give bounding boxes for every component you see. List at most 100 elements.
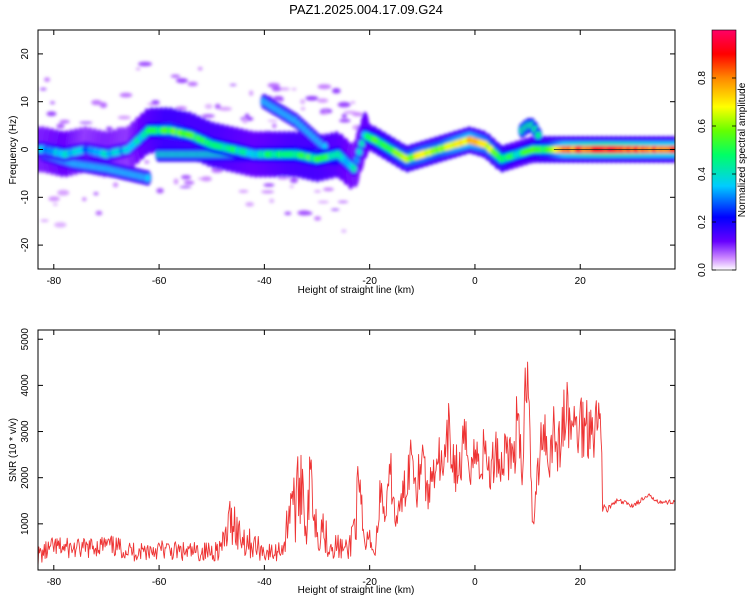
heatmap-cell — [44, 77, 51, 82]
colorbar-tick-label: 0.0 — [697, 263, 708, 277]
heatmap-cell — [112, 182, 119, 188]
heatmap-cell — [151, 100, 160, 105]
heatmap-cell — [138, 61, 152, 67]
snr-line — [37, 361, 675, 567]
heatmap-cell — [337, 200, 349, 204]
spectrogram-y-tick-label: 0 — [20, 146, 31, 152]
colorbar-label: Normalized spectral amplitude — [737, 82, 748, 217]
heatmap-cell — [317, 98, 329, 103]
heatmap-cell — [269, 198, 275, 204]
colorbar-tick-label: 0.6 — [697, 119, 708, 133]
heatmap-cell — [144, 160, 150, 164]
heatmap-cell — [218, 106, 232, 111]
heatmap-cell — [56, 123, 65, 129]
snr-x-axis: -80 -60 -40 -20 0 20 — [47, 330, 586, 588]
heatmap-cell — [197, 66, 203, 71]
heatmap-cell — [300, 107, 306, 111]
heatmap-cell — [317, 200, 329, 204]
heatmap-cell — [356, 148, 363, 156]
heatmap-cell — [341, 113, 347, 118]
heatmap-cell — [272, 96, 284, 101]
heatmap-cell — [229, 83, 237, 86]
heatmap-cell — [52, 203, 58, 206]
spectrogram-y-axis-label: Frequency (Hz) — [8, 116, 19, 185]
heatmap-cell — [40, 219, 49, 222]
heatmap-cell — [289, 184, 294, 188]
heatmap-cell — [176, 78, 188, 84]
heatmap-cell — [263, 183, 275, 187]
spectrogram-y-tick-label: 10 — [20, 96, 31, 108]
spectrogram-x-axis: -80 -60 -40 -20 0 20 — [47, 30, 586, 287]
heatmap-cell — [322, 110, 329, 115]
spectrogram-y-tick-label: -10 — [20, 190, 31, 205]
heatmap-cell — [261, 190, 275, 194]
heatmap-cell — [238, 189, 249, 193]
spectrogram-y-tick-label: 20 — [20, 48, 31, 60]
heatmap-cell — [323, 187, 334, 192]
spectrogram-x-tick-label: -20 — [362, 276, 377, 287]
heatmap-cell — [341, 229, 347, 233]
spectrogram-x-tick-label: 0 — [472, 276, 478, 287]
heatmap-cell — [48, 196, 60, 202]
heatmap-cell — [39, 87, 47, 91]
heatmap-cell — [272, 123, 277, 129]
snr-y-tick-label: 2000 — [20, 466, 31, 489]
heatmap-cell — [187, 81, 198, 87]
spectrogram-panel: -80 -60 -40 -20 0 20 -20 -10 0 10 20 Height of st… — [8, 29, 676, 296]
heatmap-cell — [135, 67, 141, 71]
heatmap-cell — [170, 74, 181, 78]
snr-frame — [37, 329, 676, 571]
heatmap-cell — [211, 167, 223, 173]
heatmap-cell — [99, 102, 108, 109]
snr-x-tick-label: -40 — [257, 577, 272, 588]
heatmap-cell — [180, 175, 192, 180]
heatmap-cell — [179, 186, 192, 189]
heatmap-cell — [173, 178, 179, 185]
heatmap-cell — [106, 126, 113, 131]
heatmap-cell — [314, 216, 322, 221]
heatmap-cell — [201, 114, 215, 118]
heatmap-cell — [339, 118, 351, 123]
spectrogram-y-tick-label: -20 — [20, 237, 31, 252]
heatmap-cell — [117, 115, 131, 120]
colorbar: 0.0 0.2 0.4 0.6 0.8 Normalized spectral ampl… — [697, 29, 748, 277]
heatmap-cell — [330, 208, 340, 211]
snr-y-axis: 1000 2000 3000 4000 5000 — [20, 328, 675, 535]
heatmap-cell — [350, 164, 357, 173]
snr-x-tick-label: -80 — [47, 577, 62, 588]
snr-x-tick-label: -20 — [362, 577, 377, 588]
heatmap-cell — [278, 87, 291, 91]
heatmap-cell — [144, 174, 151, 182]
heatmap-cell — [49, 101, 56, 105]
spectrogram-y-axis: -20 -10 0 10 20 — [20, 48, 675, 252]
snr-x-tick-label: 0 — [472, 577, 478, 588]
heatmap-cell — [93, 192, 99, 196]
heatmap-cell — [314, 190, 322, 193]
spectrogram-x-axis-label: Height of straight line (km) — [298, 285, 415, 296]
heatmap-cell — [291, 87, 297, 91]
heatmap-cell — [353, 156, 360, 165]
heatmap-cell — [358, 139, 365, 148]
heatmap-cell — [183, 180, 195, 185]
snr-y-tick-label: 3000 — [20, 420, 31, 443]
heatmap-cell — [337, 101, 351, 108]
heatmap-cell — [59, 119, 70, 124]
colorbar-tick-label: 0.2 — [697, 215, 708, 229]
heatmap-cell — [350, 101, 356, 104]
snr-y-tick-label: 4000 — [20, 374, 31, 397]
heatmap-cell — [79, 121, 93, 124]
heatmap-cell — [300, 99, 306, 105]
spectrogram-x-tick-label: -60 — [152, 276, 167, 287]
heatmap-cell — [305, 95, 319, 101]
colorbar-ticks: 0.0 0.2 0.4 0.6 0.8 — [697, 71, 736, 277]
heatmap-cell — [57, 189, 70, 196]
heatmap-cell — [214, 103, 221, 110]
snr-x-axis-label: Height of straight line (km) — [298, 585, 415, 596]
heatmap-cell — [119, 92, 133, 98]
heatmap-cell — [81, 197, 87, 202]
snr-y-tick-label: 5000 — [20, 328, 31, 351]
spectrogram-x-tick-label: -80 — [47, 276, 62, 287]
snr-y-axis-label: SNR (10 * v/v) — [8, 418, 19, 482]
heatmap-cell — [343, 110, 358, 114]
